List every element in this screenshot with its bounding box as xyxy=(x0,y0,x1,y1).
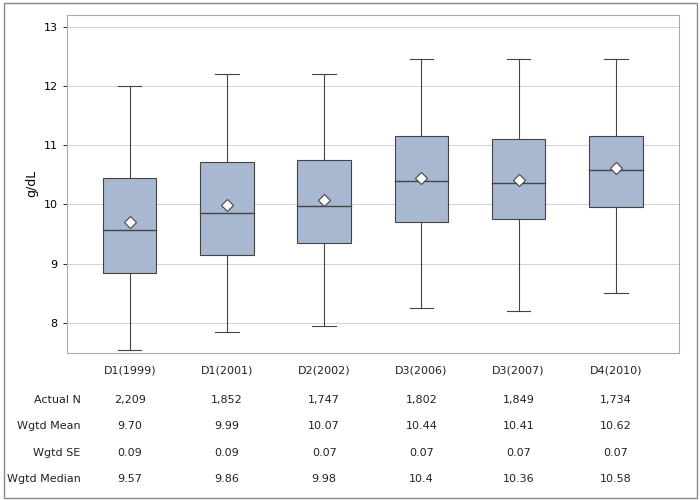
Text: 9.70: 9.70 xyxy=(118,421,142,431)
Text: 9.57: 9.57 xyxy=(118,474,142,484)
Text: Wgtd Median: Wgtd Median xyxy=(7,474,80,484)
Text: 10.44: 10.44 xyxy=(405,421,438,431)
Text: D1(1999): D1(1999) xyxy=(104,365,156,375)
Text: Wgtd Mean: Wgtd Mean xyxy=(17,421,80,431)
Bar xyxy=(298,160,351,243)
Text: Actual N: Actual N xyxy=(34,394,80,404)
Text: Wgtd SE: Wgtd SE xyxy=(34,448,80,458)
Bar xyxy=(103,178,156,272)
Text: D3(2007): D3(2007) xyxy=(492,365,545,375)
Text: 0.07: 0.07 xyxy=(603,448,628,458)
Text: 1,852: 1,852 xyxy=(211,394,243,404)
Text: 2,209: 2,209 xyxy=(114,394,146,404)
Text: 1,802: 1,802 xyxy=(405,394,438,404)
Bar xyxy=(395,136,448,222)
Text: 0.07: 0.07 xyxy=(312,448,337,458)
Text: D3(2006): D3(2006) xyxy=(395,365,447,375)
Text: 9.99: 9.99 xyxy=(214,421,239,431)
Text: D2(2002): D2(2002) xyxy=(298,365,351,375)
Text: D4(2010): D4(2010) xyxy=(589,365,642,375)
Text: 9.98: 9.98 xyxy=(312,474,337,484)
Bar xyxy=(589,136,643,208)
Text: 10.07: 10.07 xyxy=(308,421,340,431)
Text: 10.4: 10.4 xyxy=(409,474,434,484)
Text: 1,734: 1,734 xyxy=(600,394,631,404)
Text: 0.07: 0.07 xyxy=(506,448,531,458)
Bar xyxy=(492,140,545,220)
Text: 1,747: 1,747 xyxy=(308,394,340,404)
Y-axis label: g/dL: g/dL xyxy=(25,170,38,198)
Text: 10.62: 10.62 xyxy=(600,421,631,431)
Text: 1,849: 1,849 xyxy=(503,394,535,404)
Text: 10.36: 10.36 xyxy=(503,474,534,484)
Text: 0.09: 0.09 xyxy=(214,448,239,458)
Text: D1(2001): D1(2001) xyxy=(201,365,253,375)
Bar xyxy=(200,162,253,255)
Text: 0.09: 0.09 xyxy=(118,448,142,458)
Text: 10.41: 10.41 xyxy=(503,421,535,431)
Text: 10.58: 10.58 xyxy=(600,474,631,484)
Text: 9.86: 9.86 xyxy=(214,474,239,484)
Text: 0.07: 0.07 xyxy=(409,448,434,458)
